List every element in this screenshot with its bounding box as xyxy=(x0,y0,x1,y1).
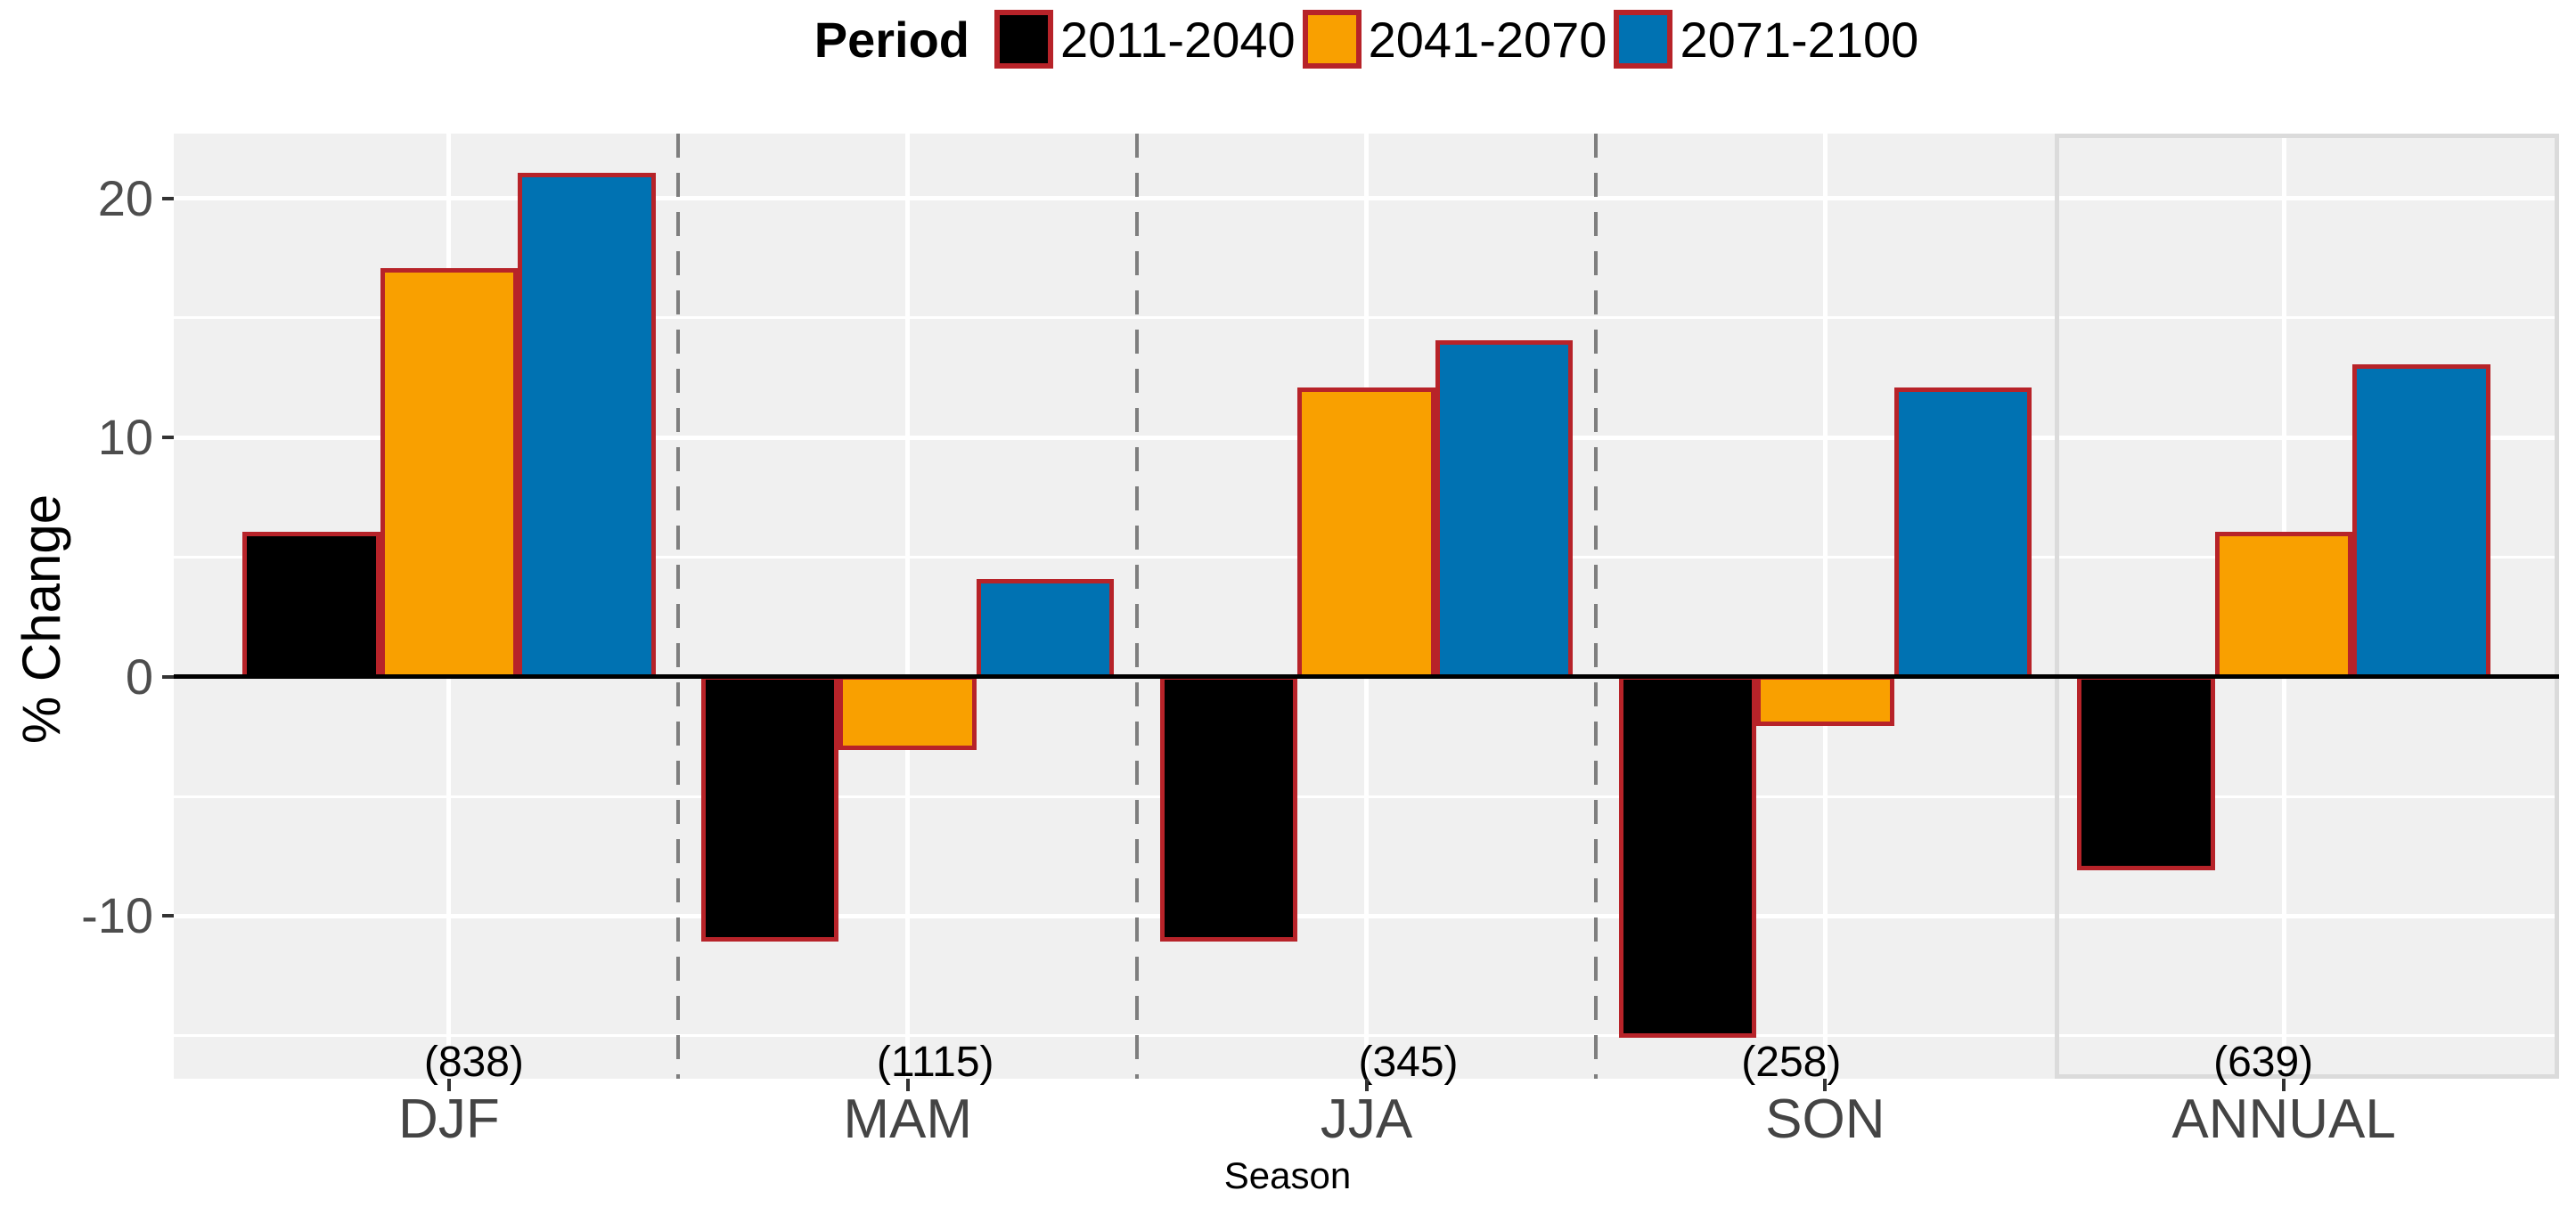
count-label: (838) xyxy=(423,1039,524,1086)
vertical-gridline xyxy=(1822,134,1828,1079)
dashed-separator xyxy=(676,134,681,1079)
count-label: (345) xyxy=(1358,1039,1459,1086)
y-tick-mark xyxy=(162,914,174,918)
bar-annual-2071-2100 xyxy=(2352,363,2490,679)
legend-label: 2041-2070 xyxy=(1368,11,1607,68)
bar-annual-2011-2040 xyxy=(2077,674,2215,870)
bar-annual-2041-2070 xyxy=(2214,531,2353,679)
bar-son-2041-2070 xyxy=(1756,674,1894,727)
legend: Period 2011-2040 2041-2070 2071-2100 xyxy=(174,0,2559,78)
legend-label: 2011-2040 xyxy=(1059,11,1296,68)
y-tick-label: 20 xyxy=(97,169,153,226)
y-tick-label: 0 xyxy=(125,648,153,705)
x-tick-mark xyxy=(446,1079,451,1091)
bar-son-2071-2100 xyxy=(1893,387,2032,679)
bar-djf-2071-2100 xyxy=(518,172,656,679)
legend-title: Period xyxy=(814,11,969,68)
legend-swatch xyxy=(1614,10,1673,69)
y-tick-mark xyxy=(162,436,174,440)
dashed-separator xyxy=(1593,134,1598,1079)
count-label: (258) xyxy=(1741,1039,1842,1086)
season-label-jja: JJA xyxy=(1320,1089,1413,1150)
legend-swatch xyxy=(994,10,1053,69)
count-label: (1115) xyxy=(876,1039,994,1086)
bar-mam-2011-2040 xyxy=(701,674,839,942)
legend-item: 2071-2100 xyxy=(1614,10,1918,69)
bar-jja-2011-2040 xyxy=(1159,674,1298,942)
x-axis-title: Season xyxy=(1223,1154,1352,1196)
y-tick-mark xyxy=(162,674,174,679)
y-tick-label: -10 xyxy=(81,887,153,944)
x-tick-mark xyxy=(2282,1079,2286,1091)
season-label-son: SON xyxy=(1765,1089,1885,1150)
x-tick-mark xyxy=(905,1079,910,1091)
x-tick-mark xyxy=(1823,1079,1828,1091)
y-tick-label: 10 xyxy=(97,409,153,466)
season-label-djf: DJF xyxy=(398,1089,500,1150)
legend-item: 2011-2040 xyxy=(994,10,1296,69)
bar-son-2011-2040 xyxy=(1618,674,1757,1038)
x-tick-mark xyxy=(1364,1079,1369,1091)
legend-label: 2071-2100 xyxy=(1680,11,1919,68)
bar-jja-2071-2100 xyxy=(1435,339,1574,679)
plot-panel: (838) (1115) (345) (258) (639) xyxy=(174,134,2559,1086)
bar-djf-2041-2070 xyxy=(380,268,519,679)
bar-jja-2041-2070 xyxy=(1297,387,1435,679)
y-tick-mark xyxy=(162,196,174,200)
bar-mam-2071-2100 xyxy=(976,579,1115,679)
dashed-separator xyxy=(1135,134,1140,1079)
annual-highlight-box xyxy=(2054,134,2559,1079)
vertical-gridline xyxy=(905,134,911,1079)
count-label: (639) xyxy=(2213,1039,2314,1086)
zero-axis-line xyxy=(174,674,2559,680)
y-axis-title: % Change xyxy=(12,493,71,745)
bar-djf-2011-2040 xyxy=(242,531,380,679)
season-label-mam: MAM xyxy=(843,1089,973,1150)
bar-mam-2041-2070 xyxy=(838,674,977,751)
legend-swatch xyxy=(1302,10,1362,69)
season-label-annual: ANNUAL xyxy=(2171,1089,2396,1150)
legend-item: 2041-2070 xyxy=(1302,10,1607,69)
